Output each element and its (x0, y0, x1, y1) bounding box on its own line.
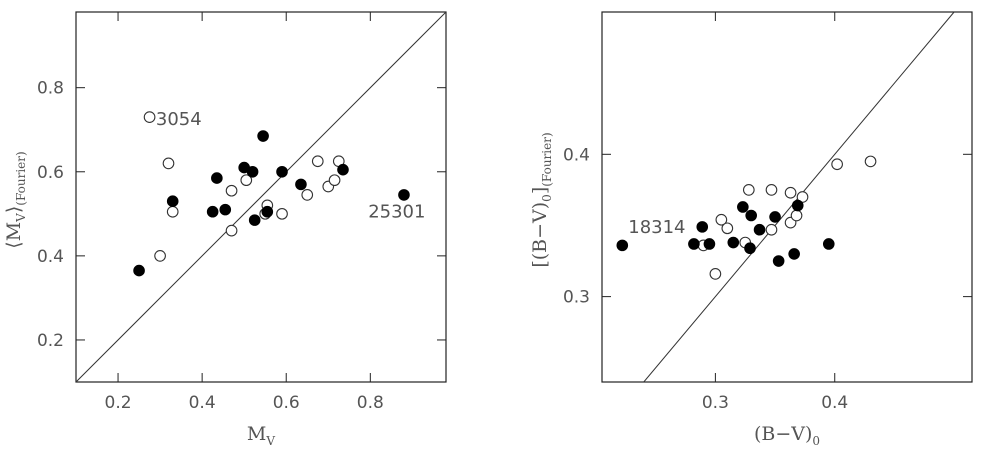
open-circle-point (831, 158, 843, 171)
open-circle-point (709, 267, 722, 280)
filled-circle-point (703, 238, 716, 250)
y-tick-label: 0.4 (563, 145, 590, 165)
filled-circle-point (616, 239, 629, 252)
filled-circle-point (788, 248, 800, 260)
open-circle-point (784, 186, 797, 199)
x-tick-label: 0.3 (702, 393, 729, 413)
filled-circle-point (337, 163, 349, 176)
open-circle-point (301, 189, 314, 201)
y-tick-label: 0.3 (563, 288, 590, 308)
filled-circle-point (166, 195, 179, 208)
filled-circle-point (276, 165, 288, 178)
filled-circle-point (753, 223, 766, 236)
filled-circle-point (219, 203, 232, 216)
filled-circle-point (737, 201, 749, 213)
open-circle-point (765, 223, 778, 236)
open-circle-point (162, 157, 175, 170)
x-axis-title: MV (247, 423, 275, 448)
y-axis-title: [(B−V)0](Fourier) (529, 132, 554, 267)
filled-circle-point (398, 189, 410, 201)
star-id-label: 18314 (628, 217, 685, 238)
open-circle-point (143, 111, 156, 123)
open-circle-point (311, 155, 324, 168)
filled-circle-point (727, 236, 740, 249)
x-tick-label: 0.2 (105, 393, 132, 413)
axis-ticks (76, 12, 446, 382)
filled-circle-point (248, 214, 261, 226)
x-tick-label: 0.4 (821, 393, 848, 413)
star-annotations: 3054 25301 (156, 109, 426, 223)
open-circle-point (225, 184, 238, 197)
filled-circle-point (295, 178, 307, 191)
open-circle-point (166, 205, 179, 218)
filled-circle-point (745, 209, 757, 222)
open-circle-point (328, 174, 341, 187)
filled-circle-point (772, 255, 785, 267)
y-tick-label: 0.6 (37, 163, 64, 183)
filled-circle-point (769, 211, 781, 223)
identity-line-segment (75, 11, 447, 383)
open-circle-point (721, 222, 734, 235)
open-circle-point (715, 213, 728, 226)
panel-magnitude-comparison: 0.2 0.4 0.6 0.8 0.2 0.4 0.6 0.8 3054 25301 MV ⟨M… (3, 11, 447, 448)
data-points (616, 155, 877, 280)
filled-circle-point (211, 172, 223, 184)
y-tick-label: 0.4 (37, 247, 64, 267)
filled-circle-point (246, 165, 259, 178)
open-circle-point (742, 184, 755, 196)
filled-circle-point (257, 130, 269, 142)
star-id-label: 3054 (156, 109, 202, 130)
y-tick-label: 0.2 (37, 331, 64, 351)
filled-circle-point (744, 242, 756, 255)
open-circle-point (225, 224, 238, 237)
panel-color-comparison: 0.3 0.4 0.3 0.4 18314 (B−V)0 [(B−V)0](Fouri… (529, 11, 973, 448)
filled-circle-point (688, 238, 700, 250)
tick-labels: 0.2 0.4 0.6 0.8 0.2 0.4 0.6 0.8 (37, 79, 384, 413)
open-circle-point (790, 209, 803, 222)
open-circle-point (864, 155, 877, 168)
x-tick-label: 0.8 (357, 393, 384, 413)
star-annotations: 18314 (628, 217, 685, 238)
open-circle-point (276, 207, 288, 220)
filled-circle-point (791, 199, 804, 212)
y-axis-title: ⟨MV⟩(Fourier) (3, 151, 28, 248)
open-circle-point (154, 250, 166, 262)
filled-circle-point (822, 238, 835, 250)
open-circle-point (765, 184, 778, 196)
star-id-label: 25301 (368, 202, 425, 223)
data-points (133, 111, 410, 277)
plot-frame (75, 11, 447, 383)
plot-frame (601, 11, 973, 383)
identity-line (75, 11, 447, 383)
y-tick-label: 0.8 (37, 79, 64, 99)
open-circle-point (240, 174, 253, 187)
x-tick-label: 0.6 (273, 393, 300, 413)
filled-circle-point (133, 264, 145, 277)
axis-ticks (602, 12, 972, 382)
filled-circle-point (206, 205, 219, 218)
x-axis-title: (B−V)0 (754, 423, 820, 448)
tick-labels: 0.3 0.4 0.3 0.4 (563, 145, 848, 413)
filled-circle-point (696, 221, 709, 233)
x-tick-label: 0.4 (189, 393, 216, 413)
filled-circle-point (261, 205, 274, 218)
